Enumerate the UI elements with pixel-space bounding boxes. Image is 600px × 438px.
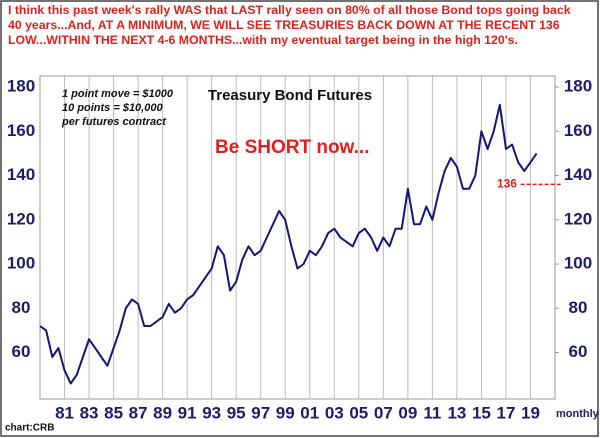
- y-tick-label: 180: [7, 77, 35, 96]
- frequency-label: monthly: [556, 408, 600, 420]
- x-tick-label: 89: [153, 403, 172, 422]
- x-tick-label: 11: [423, 403, 441, 422]
- x-tick-label: 09: [398, 403, 417, 422]
- x-tick-label: 93: [202, 403, 221, 422]
- y-tick-label-right: 140: [564, 165, 592, 184]
- y-tick-label: 160: [7, 121, 35, 140]
- x-tick-label: 19: [521, 403, 540, 422]
- y-tick-label: 120: [7, 209, 35, 228]
- note: 1 point move = $1000: [62, 88, 174, 100]
- x-tick-label: 03: [325, 403, 344, 422]
- reference-label: 136: [497, 177, 517, 191]
- chart-title: Treasury Bond Futures: [208, 87, 372, 104]
- x-tick-label: 01: [300, 403, 319, 422]
- note: per futures contract: [61, 116, 167, 128]
- y-tick-label-right: 160: [564, 121, 592, 140]
- x-tick-label: 85: [104, 403, 123, 422]
- x-tick-label: 81: [55, 403, 74, 422]
- x-tick-label: 07: [374, 403, 393, 422]
- x-tick-label: 97: [251, 403, 270, 422]
- header-text: I think this past week's rally WAS that …: [8, 3, 571, 47]
- x-tick-label: 95: [227, 403, 246, 422]
- x-tick-label: 91: [178, 403, 197, 422]
- x-tick-label: 99: [276, 403, 295, 422]
- y-tick-label: 80: [12, 298, 31, 317]
- x-tick-label: 17: [496, 403, 515, 422]
- y-tick-label-right: 120: [564, 209, 592, 228]
- y-tick-label-right: 60: [569, 342, 588, 361]
- y-tick-label-right: 100: [564, 254, 592, 273]
- x-tick-label: 15: [472, 403, 491, 422]
- x-tick-label: 87: [129, 403, 148, 422]
- y-tick-label: 100: [7, 254, 35, 273]
- note: 10 points = $10,000: [62, 102, 163, 114]
- y-tick-label-right: 80: [569, 298, 588, 317]
- plot-area: [39, 75, 556, 400]
- y-tick-label: 140: [7, 165, 35, 184]
- y-tick-label: 60: [12, 342, 31, 361]
- x-tick-label: 05: [349, 403, 368, 422]
- x-tick-label: 83: [80, 403, 99, 422]
- y-tick-label-right: 180: [564, 77, 592, 96]
- x-tick-label: 13: [447, 403, 466, 422]
- annotation: Be SHORT now...: [215, 137, 369, 158]
- source: chart:CRB: [5, 423, 54, 434]
- price-line: [39, 103, 538, 385]
